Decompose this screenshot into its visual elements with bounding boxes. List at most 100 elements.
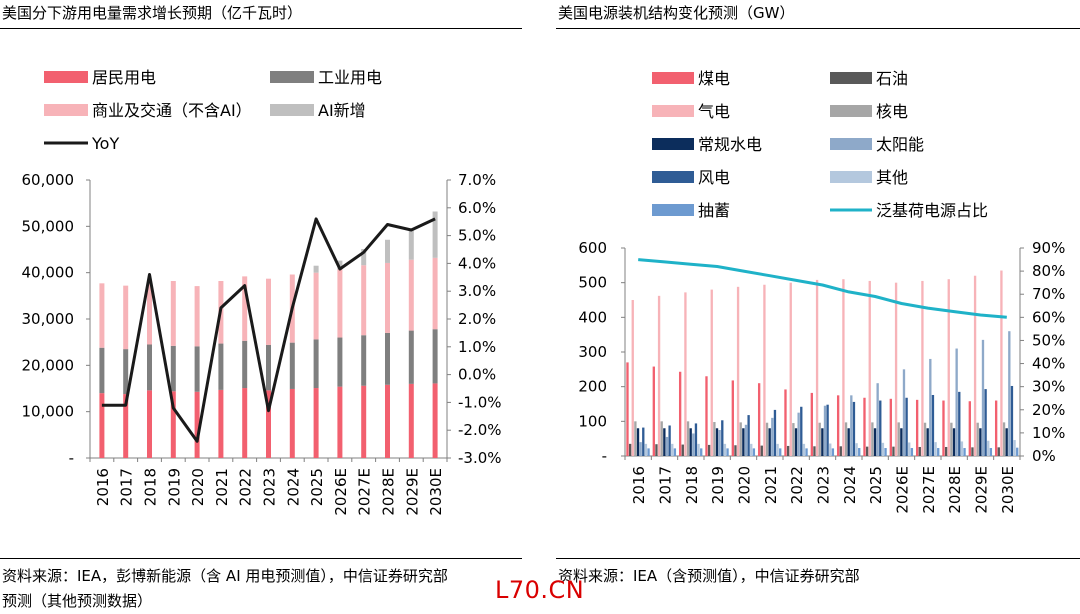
bar-工业用电-2026E [337,338,342,387]
bar-煤电-2018 [679,372,681,456]
bar-抽蓄-2029E [990,448,992,456]
bar-风电-2029E [984,389,986,456]
bar-其他-2021 [776,444,778,456]
bar-煤电-2024 [837,395,839,456]
bar-AI新增-2028E [385,240,390,263]
x-tick-label-2016: 2016 [94,468,112,506]
bar-商业及交通（不含AI）-2027E [361,265,366,335]
bar-太阳能-2027E [929,359,931,456]
legend-label-2: 商业及交通（不含AI） [92,101,252,120]
bar-气电-2017 [658,296,660,456]
bar-太阳能-2026E [903,369,905,456]
bar-工业用电-2022 [242,341,247,388]
x-tick-label-2020: 2020 [189,468,207,506]
x-tick-label-2030E: 2030E [427,468,445,516]
bar-常规水电-2026E [900,428,902,456]
bar-石油-2026E [892,447,894,456]
bar-风电-2018 [695,423,697,456]
bar-常规水电-2029E [979,428,981,456]
bar-太阳能-2025 [876,383,878,456]
bar-太阳能-2018 [692,433,694,456]
right-source-line1: 资料来源：IEA（含预测值），中信证券研究部 [558,563,860,589]
bar-核电-2021 [766,423,768,456]
left-y-tick-label: 10,000 [22,403,75,421]
right-x-tick-label-2025: 2025 [867,466,885,504]
bar-风电-2023 [826,405,828,456]
legend-swatch-1 [270,71,314,83]
x-tick-label-2021: 2021 [213,468,231,506]
bar-常规水电-2025 [874,428,876,456]
bar-抽蓄-2024 [858,448,860,456]
bar-太阳能-2019 [718,430,720,456]
bar-石油-2029E [971,447,973,456]
bar-常规水电-2018 [690,428,692,456]
bar-其他-2030E [1013,440,1015,456]
bar-太阳能-2021 [771,418,773,456]
bar-气电-2028E [948,279,950,456]
bar-太阳能-2022 [797,413,799,456]
legend-label-r3: 核电 [876,102,908,121]
bar-石油-2017 [655,444,657,456]
bar-工业用电-2028E [385,333,390,385]
legend-label-r2: 气电 [698,102,730,121]
bar-工业用电-2023 [266,345,271,390]
bar-风电-2026E [905,398,907,456]
bar-风电-2027E [932,395,934,456]
bar-抽蓄-2026E [911,448,913,456]
x-tick-label-2026E: 2026E [332,468,350,516]
right-x-tick-label-2020: 2020 [736,466,754,504]
bar-煤电-2019 [705,376,707,456]
legend-label-r8: 抽蓄 [698,201,730,220]
legend-swatch-0 [44,71,88,83]
bar-抽蓄-2018 [700,448,702,456]
bar-常规水电-2022 [795,428,797,456]
legend-label-r6: 风电 [698,168,730,187]
right-chart-right-tick-label: 60% [1032,308,1065,326]
left-source-line2: 预测（其他预测数据） [2,588,152,614]
bar-AI新增-2029E [409,230,414,260]
legend-swatch-r3 [830,105,872,117]
right-chart-left-tick-label: 400 [578,308,607,326]
bar-核电-2024 [845,422,847,456]
right-x-tick-label-2024: 2024 [841,466,859,504]
x-tick-label-2023: 2023 [261,468,279,506]
bar-太阳能-2030E [1008,331,1010,456]
bar-商业及交通（不含AI）-2016 [99,283,104,347]
legend-swatch-3 [270,104,314,116]
bar-气电-2020 [737,287,739,456]
right-y-tick-label: 0.0% [458,366,496,384]
bar-煤电-2030E [995,401,997,456]
bar-煤电-2017 [653,367,655,456]
bar-其他-2018 [697,444,699,456]
bar-石油-2020 [734,445,736,456]
bar-石油-2024 [840,446,842,456]
bar-居民用电-2016 [99,393,104,458]
left-y-tick-label: 60,000 [22,171,75,189]
bar-煤电-2020 [732,380,734,456]
bar-其他-2023 [829,444,831,456]
bar-核电-2027E [924,423,926,456]
right-chart-right-tick-label: 30% [1032,378,1065,396]
right-x-tick-label-2016: 2016 [630,466,648,504]
legend-label-3: AI新增 [318,101,366,120]
right-source-rule [556,558,1080,559]
bar-核电-2023 [819,423,821,456]
bar-工业用电-2029E [409,331,414,384]
share-line [638,260,1007,318]
bar-抽蓄-2017 [674,448,676,456]
bar-常规水电-2024 [848,428,850,456]
bar-风电-2022 [800,407,802,456]
legend-swatch-r1 [830,72,872,84]
bar-核电-2017 [661,421,663,456]
bar-风电-2020 [747,415,749,456]
bar-核电-2020 [740,422,742,456]
bar-常规水电-2017 [663,428,665,456]
bar-其他-2027E [934,442,936,456]
bar-核电-2026E [898,422,900,456]
bar-其他-2029E [987,441,989,456]
right-y-tick-label: 1.0% [458,338,496,356]
left-y-tick-label: 40,000 [22,264,75,282]
bar-工业用电-2020 [195,346,200,391]
bar-气电-2024 [842,279,844,456]
bar-常规水电-2020 [742,428,744,456]
